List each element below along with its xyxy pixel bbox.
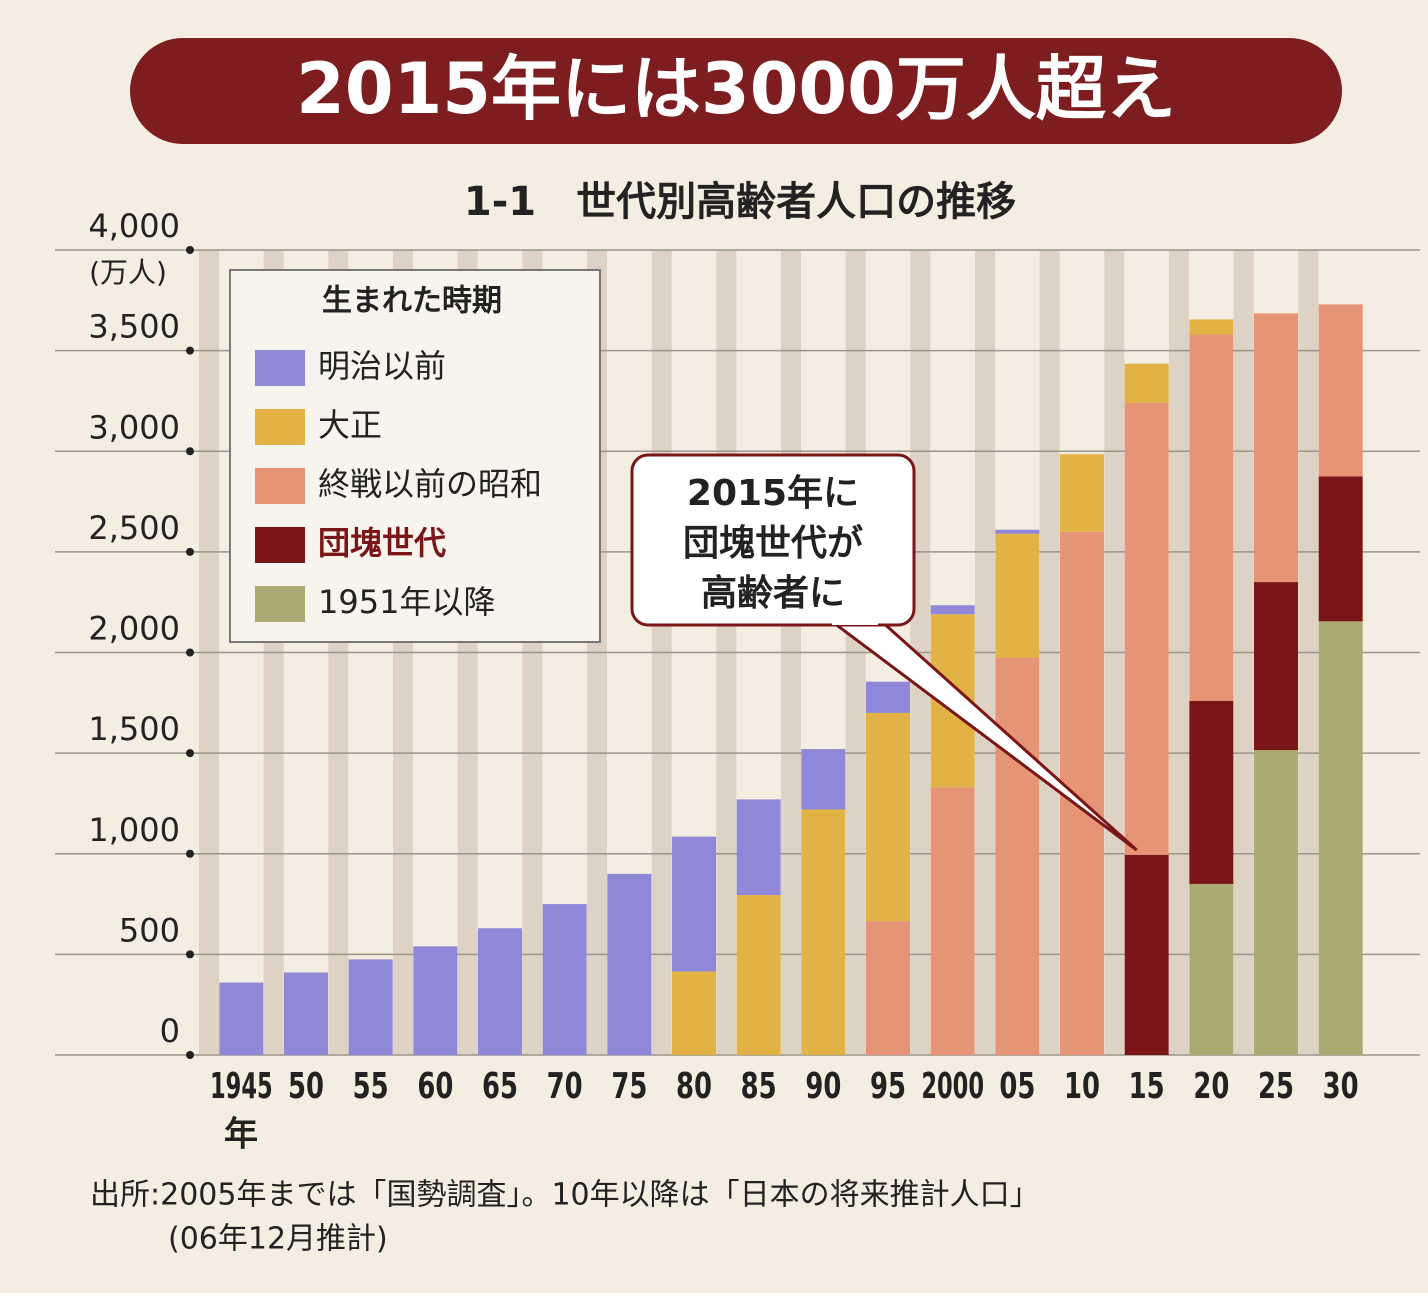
legend-swatch bbox=[255, 409, 305, 445]
x-tick-label: 20 bbox=[1193, 1066, 1229, 1107]
y-tick-label: 2,500 bbox=[88, 509, 180, 547]
legend-label: 団塊世代 bbox=[318, 524, 446, 562]
x-tick-label: 25 bbox=[1258, 1066, 1294, 1107]
legend-label: 1951年以降 bbox=[318, 583, 495, 621]
bar-segment bbox=[672, 971, 716, 1055]
bar-segment bbox=[801, 809, 846, 1055]
bar-segment bbox=[1060, 454, 1104, 532]
bar-segment bbox=[801, 749, 846, 810]
y-tick-label: 4,000 bbox=[88, 207, 180, 245]
x-tick-label: 15 bbox=[1129, 1066, 1165, 1107]
bar-segment bbox=[1254, 750, 1298, 1055]
x-tick-label: 10 bbox=[1064, 1066, 1100, 1107]
y-tick-mark bbox=[186, 749, 194, 758]
x-tick-label: 30 bbox=[1323, 1066, 1359, 1107]
x-unit: 年 bbox=[224, 1115, 258, 1155]
y-tick-mark bbox=[186, 246, 194, 254]
source-note: 出所:2005年までは「国勢調査」。10年以降は「日本の将来推計人口」 bbox=[90, 1178, 1040, 1213]
bar-segment bbox=[607, 873, 652, 1055]
y-tick-mark bbox=[186, 849, 194, 858]
chart-subtitle: 1-1 世代別高齢者人口の推移 bbox=[464, 179, 1016, 225]
bar-segment bbox=[930, 787, 975, 1055]
bar-segment bbox=[995, 533, 1040, 658]
x-tick-label: 1945 bbox=[210, 1066, 273, 1107]
x-tick-label: 60 bbox=[417, 1066, 453, 1107]
x-tick-label: 05 bbox=[999, 1066, 1035, 1107]
legend-swatch bbox=[255, 350, 305, 386]
bar-segment bbox=[736, 895, 781, 1055]
callout-text: 2015年に bbox=[687, 473, 859, 514]
callout-box bbox=[630, 453, 916, 627]
x-tick-label: 80 bbox=[676, 1066, 712, 1107]
y-tick-mark bbox=[186, 1051, 194, 1059]
source-note: (06年12月推計) bbox=[168, 1222, 388, 1257]
y-tick-label: 1,000 bbox=[88, 811, 180, 849]
x-tick-label: 50 bbox=[288, 1066, 324, 1107]
bar-segment bbox=[1318, 621, 1363, 1055]
bar-segment bbox=[866, 921, 910, 1055]
bar-segment bbox=[542, 904, 587, 1055]
bar-segment bbox=[1124, 363, 1169, 403]
y-tick-mark bbox=[186, 447, 194, 456]
bar-segment bbox=[1124, 402, 1169, 855]
bar-segment bbox=[1189, 319, 1234, 335]
legend-swatch bbox=[255, 527, 305, 563]
bar-segment bbox=[866, 681, 910, 713]
bar-segment bbox=[1124, 854, 1169, 1055]
legend-label: 終戦以前の昭和 bbox=[318, 465, 542, 503]
title-banner bbox=[130, 38, 1342, 144]
y-unit: (万人) bbox=[89, 256, 167, 289]
bar-segment bbox=[866, 712, 910, 922]
legend-label: 大正 bbox=[318, 406, 382, 444]
x-tick-label: 90 bbox=[805, 1066, 841, 1107]
x-tick-label: 95 bbox=[870, 1066, 906, 1107]
bar-segment bbox=[995, 657, 1040, 1055]
y-tick-mark bbox=[186, 950, 194, 959]
y-tick-mark bbox=[186, 648, 194, 657]
x-tick-label: 2000 bbox=[921, 1066, 984, 1107]
legend-swatch bbox=[255, 586, 305, 622]
bar-segment bbox=[284, 972, 328, 1055]
callout-text: 高齢者に bbox=[701, 573, 845, 614]
x-tick-label: 65 bbox=[482, 1066, 518, 1107]
bar-segment bbox=[348, 959, 393, 1055]
legend-title: 生まれた時期 bbox=[322, 284, 502, 319]
x-tick-label: 75 bbox=[611, 1066, 647, 1107]
legend-label: 明治以前 bbox=[318, 347, 446, 385]
x-tick-label: 70 bbox=[547, 1066, 583, 1107]
bar-segment bbox=[1189, 883, 1234, 1055]
bar-segment bbox=[1318, 304, 1363, 477]
bar-segment bbox=[1254, 582, 1298, 751]
y-tick-label: 3,000 bbox=[88, 408, 180, 446]
bar-segment bbox=[930, 605, 975, 615]
y-tick-label: 0 bbox=[160, 1012, 180, 1050]
y-tick-label: 2,000 bbox=[88, 610, 180, 648]
bar-segment bbox=[995, 529, 1040, 534]
callout-join bbox=[832, 620, 878, 625]
callout-text: 団塊世代が bbox=[683, 523, 863, 564]
chart-title: 2015年には3000万人超え bbox=[296, 48, 1176, 130]
bar-segment bbox=[672, 836, 716, 972]
bar-segment bbox=[413, 946, 458, 1055]
bar-segment bbox=[736, 799, 781, 896]
y-tick-mark bbox=[186, 547, 194, 556]
y-tick-label: 1,500 bbox=[88, 710, 180, 748]
y-tick-mark bbox=[186, 346, 194, 355]
x-tick-label: 55 bbox=[353, 1066, 389, 1107]
legend-box bbox=[229, 269, 601, 643]
legend-swatch bbox=[255, 468, 305, 504]
y-tick-label: 500 bbox=[119, 911, 180, 949]
bar-segment bbox=[1254, 313, 1298, 583]
bar-segment bbox=[219, 982, 264, 1055]
bar-segment bbox=[1189, 334, 1234, 701]
x-tick-label: 85 bbox=[741, 1066, 777, 1107]
bar-segment bbox=[478, 928, 522, 1055]
bar-segment bbox=[1189, 700, 1234, 884]
bar-segment bbox=[1318, 476, 1363, 622]
y-tick-label: 3,500 bbox=[88, 308, 180, 346]
